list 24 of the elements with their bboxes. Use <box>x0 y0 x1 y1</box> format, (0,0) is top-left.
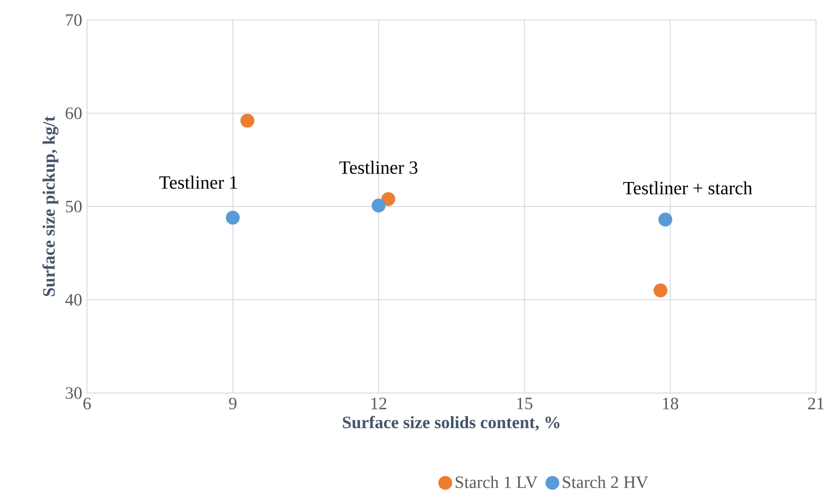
point <box>381 192 396 206</box>
y-tick-label: 50 <box>66 200 82 212</box>
annotation: Testliner 3 <box>339 160 418 174</box>
x-axis-title: Surface size solids content, % <box>342 416 560 431</box>
x-tick-label: 18 <box>663 398 678 410</box>
annotation: Testliner + starch <box>623 181 752 194</box>
annotation: Testliner 1 <box>159 176 237 189</box>
x-tick-label: 12 <box>371 398 386 410</box>
x-tick-label: 6 <box>83 398 91 410</box>
y-tick-label: 40 <box>65 294 82 306</box>
legend-label: Starch 2 HV <box>562 476 648 488</box>
point <box>240 114 254 128</box>
x-tick-label: 21 <box>808 398 824 410</box>
y-tick-label: 70 <box>66 14 82 26</box>
x-tick-label: 9 <box>229 398 236 410</box>
x-tick-label: 15 <box>517 398 532 410</box>
legend-label: Starch 1 LV <box>456 476 538 488</box>
y-axis-title: Surface size pickup, kg/t <box>42 116 58 296</box>
point <box>654 283 668 298</box>
point <box>226 210 240 225</box>
y-tick-label: 30 <box>66 387 82 399</box>
point <box>658 212 672 226</box>
point <box>372 198 386 213</box>
y-tick-label: 60 <box>66 107 82 120</box>
